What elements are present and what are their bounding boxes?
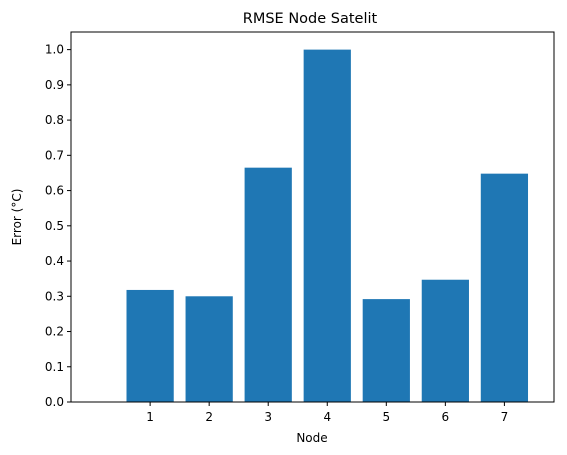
y-tick-label: 0.6 <box>45 184 64 198</box>
y-tick-label: 0.5 <box>45 219 64 233</box>
bars-group <box>126 49 529 402</box>
y-tick-label: 0.2 <box>45 325 64 339</box>
y-tick-label: 1.0 <box>45 43 64 57</box>
bar-node-7 <box>480 173 529 402</box>
chart-title: RMSE Node Satelit <box>243 11 378 27</box>
y-axis-label: Error (°C) <box>10 189 24 246</box>
y-tick-label: 0.8 <box>45 113 64 127</box>
x-tick-label: 2 <box>205 410 213 424</box>
y-tick-label: 0.9 <box>45 78 64 92</box>
bar-node-2 <box>185 296 233 402</box>
bar-node-6 <box>421 279 469 402</box>
y-tick-label: 0.4 <box>45 254 64 268</box>
y-tick-label: 0.0 <box>45 395 64 409</box>
y-axis: 0.0 0.1 0.2 0.3 0.4 0.5 0.6 0.7 0.8 0.9 1.0 <box>45 43 71 409</box>
x-tick-label: 1 <box>146 410 154 424</box>
y-tick-label: 0.1 <box>45 360 64 374</box>
bar-node-1 <box>126 289 174 402</box>
y-tick-label: 0.7 <box>45 148 64 162</box>
y-tick-label: 0.3 <box>45 289 64 303</box>
x-tick-label: 5 <box>382 410 390 424</box>
plot-frame <box>70 31 555 403</box>
x-axis: 1 2 3 4 5 6 7 <box>146 402 508 424</box>
bar-node-5 <box>362 299 410 402</box>
x-tick-label: 7 <box>501 410 509 424</box>
bar-node-3 <box>244 167 292 402</box>
x-tick-label: 6 <box>442 410 450 424</box>
x-tick-label: 4 <box>323 410 331 424</box>
bar-node-4 <box>303 49 351 402</box>
x-axis-label: Node <box>296 431 327 445</box>
x-tick-label: 3 <box>264 410 272 424</box>
